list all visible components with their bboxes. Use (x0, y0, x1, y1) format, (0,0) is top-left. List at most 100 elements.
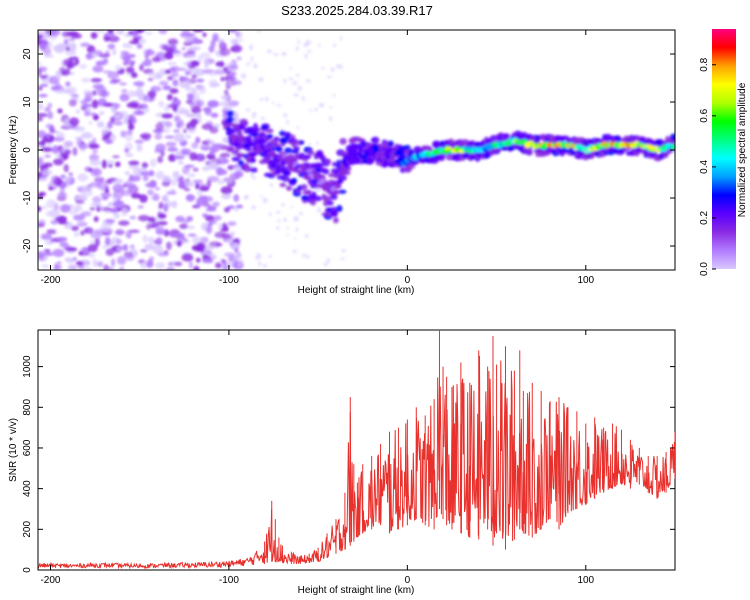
spectrogram-ridge-core (383, 151, 389, 158)
spectrogram-noise-blob (176, 121, 181, 129)
spectrogram-noise-blob (185, 71, 191, 76)
spectrogram-noise-blob (48, 30, 61, 37)
spectrogram-noise-blob (46, 229, 56, 235)
spectrogram-noise-blob (176, 240, 182, 247)
spectrogram-noise-blob (158, 80, 169, 86)
spectrogram-noise-blob (236, 56, 242, 61)
spectrogram-noise-blob (298, 211, 303, 216)
spectrogram-noise-blob (205, 215, 215, 222)
spectrogram-noise-blob (134, 139, 144, 144)
spectrogram-noise-blob (155, 236, 163, 246)
spectrogram-ridge-halo (265, 128, 274, 134)
spectrogram-noise-blob (75, 109, 81, 114)
spectrogram-noise-blob (118, 220, 130, 226)
spectrogram-noise-blob (323, 262, 328, 267)
spectrogram-noise-blob (235, 204, 244, 209)
spectrogram-noise-blob (158, 201, 164, 208)
spectrogram-noise-blob (276, 225, 280, 231)
spectrogram-noise-blob (128, 229, 140, 234)
spectrogram-noise-blob (119, 93, 130, 102)
spectrogram-noise-blob (217, 222, 223, 230)
spectrogram-noise-blob (265, 96, 269, 102)
spectrogram-noise-blob (127, 90, 136, 98)
spectrogram-noise-blob (192, 236, 201, 244)
spectrogram-noise-blob (40, 75, 48, 79)
spectrogram-noise-blob (329, 106, 333, 109)
spectrogram-noise-blob (136, 43, 143, 49)
spectrogram-ridge-halo (288, 134, 296, 139)
spectrogram-noise-blob (234, 170, 244, 178)
spectrogram-noise-blob (104, 139, 114, 144)
spectrogram-ridge-halo (283, 170, 292, 176)
spectrogram-noise-blob (190, 118, 199, 126)
spectrogram-noise-blob (92, 149, 98, 154)
spectrogram-noise-blob (317, 208, 322, 213)
spectrogram-noise-blob (65, 46, 70, 52)
spectrogram-noise-blob (167, 38, 179, 46)
spectrogram-noise-blob (152, 76, 162, 80)
colorbar-label: Normalized spectral amplitude (737, 82, 748, 217)
spectrogram-noise-blob (135, 110, 143, 115)
colorbar-bar (712, 29, 736, 269)
spectrogram-noise-blob (289, 66, 292, 70)
spectrogram-noise-blob (214, 69, 226, 75)
spectrogram-ridge-halo (526, 148, 533, 154)
spectrogram-noise-blob (292, 249, 297, 254)
spectrogram-noise-blob (201, 123, 214, 130)
spectrogram-noise-blob (77, 173, 89, 182)
colorbar-tick-label: 0.8 (699, 57, 710, 71)
spectrogram-noise-blob (193, 68, 200, 75)
spectrogram-noise-blob (58, 87, 69, 93)
spectrogram-noise-blob (78, 64, 88, 69)
spectrogram-noise-blob (173, 137, 186, 142)
spectrogram-noise-blob (286, 119, 289, 126)
spectrogram-noise-blob (193, 265, 200, 270)
spectrogram-noise-blob (141, 162, 149, 169)
spectrogram-noise-blob (101, 245, 109, 249)
spectrogram-noise-blob (161, 180, 171, 187)
spectrogram-noise-blob (301, 95, 305, 102)
spectrogram-noise-blob (195, 245, 205, 253)
spectrogram-noise-blob (173, 97, 178, 101)
spectrogram-noise-blob (191, 89, 198, 94)
spectrogram-noise-blob (192, 167, 199, 172)
spectrogram-ridge-halo (616, 136, 622, 142)
spectrogram-noise-blob (38, 103, 44, 111)
spectrogram-noise-blob (125, 153, 134, 157)
spectrogram-ridge-halo (332, 161, 338, 167)
spectrogram-noise-blob (212, 201, 220, 207)
spectrogram-noise-blob (45, 211, 50, 217)
spectrogram-noise-blob (268, 254, 273, 258)
spectrogram-noise-blob (231, 76, 237, 82)
spectrogram-noise-blob (89, 159, 102, 166)
spectrogram-ridge-halo (285, 185, 293, 191)
spectrogram-noise-blob (172, 171, 180, 179)
spectrogram-noise-blob (48, 124, 55, 132)
spectrogram-noise-blob (164, 121, 173, 128)
spectrogram-noise-blob (304, 53, 308, 59)
spectrogram-ridge-halo (291, 177, 298, 184)
spectrogram-noise-blob (219, 48, 231, 57)
spectrogram-noise-blob (262, 264, 268, 268)
spectrogram-noise-blob (214, 262, 222, 269)
spectrogram-noise-blob (297, 85, 303, 91)
spectrogram-noise-blob (181, 46, 186, 51)
spectrogram-noise-blob (90, 78, 103, 83)
spectrogram-noise-blob (154, 133, 163, 140)
spectrogram-noise-blob (196, 112, 202, 120)
spectrogram-y-axis: -20 -10 0 10 20 (22, 48, 675, 253)
x-tick-label: 100 (577, 275, 594, 286)
spectrogram-noise-blob (266, 49, 273, 54)
spectrogram-noise-blob (245, 108, 251, 112)
spectrogram-ridge-halo (669, 133, 675, 141)
spectrogram-noise-blob (187, 93, 195, 101)
spectrogram-noise-blob (165, 141, 177, 147)
spectrogram-noise-blob (295, 227, 299, 232)
spectrogram-noise-blob (209, 148, 216, 156)
spectrogram-noise-blob (96, 181, 108, 191)
spectrogram-noise-blob (209, 159, 218, 169)
spectrogram-noise-blob (340, 35, 343, 42)
spectrogram-noise-blob (107, 267, 115, 270)
spectrogram-noise-blob (47, 111, 54, 120)
